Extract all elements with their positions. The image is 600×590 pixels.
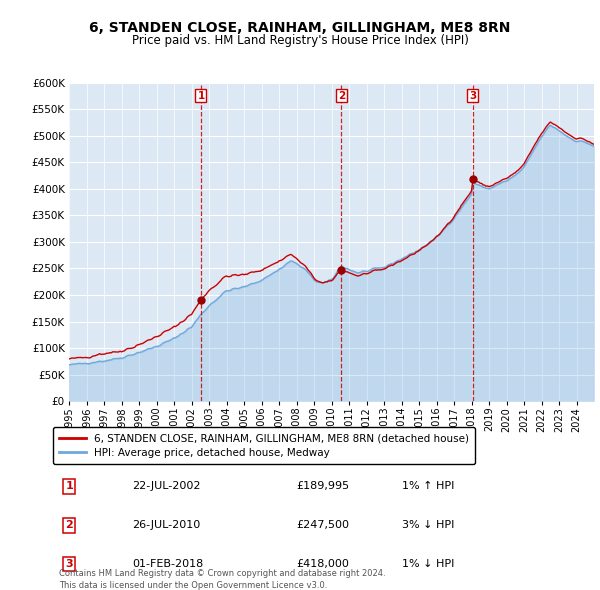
Text: 26-JUL-2010: 26-JUL-2010: [133, 520, 201, 530]
Text: 01-FEB-2018: 01-FEB-2018: [133, 559, 204, 569]
Text: 22-JUL-2002: 22-JUL-2002: [133, 481, 201, 491]
Text: 2: 2: [338, 90, 345, 100]
Text: £418,000: £418,000: [296, 559, 349, 569]
Text: This data is licensed under the Open Government Licence v3.0.: This data is licensed under the Open Gov…: [59, 581, 327, 590]
Text: 3% ↓ HPI: 3% ↓ HPI: [402, 520, 454, 530]
Text: 1: 1: [65, 481, 73, 491]
Text: 6, STANDEN CLOSE, RAINHAM, GILLINGHAM, ME8 8RN: 6, STANDEN CLOSE, RAINHAM, GILLINGHAM, M…: [89, 21, 511, 35]
Text: £247,500: £247,500: [296, 520, 349, 530]
Text: 1: 1: [197, 90, 205, 100]
Legend: 6, STANDEN CLOSE, RAINHAM, GILLINGHAM, ME8 8RN (detached house), HPI: Average pr: 6, STANDEN CLOSE, RAINHAM, GILLINGHAM, M…: [53, 427, 475, 464]
Text: Contains HM Land Registry data © Crown copyright and database right 2024.: Contains HM Land Registry data © Crown c…: [59, 569, 385, 578]
Text: 1% ↓ HPI: 1% ↓ HPI: [402, 559, 454, 569]
Text: £189,995: £189,995: [296, 481, 349, 491]
Text: Price paid vs. HM Land Registry's House Price Index (HPI): Price paid vs. HM Land Registry's House …: [131, 34, 469, 47]
Text: 2: 2: [65, 520, 73, 530]
Text: 3: 3: [469, 90, 476, 100]
Text: 3: 3: [65, 559, 73, 569]
Text: 1% ↑ HPI: 1% ↑ HPI: [402, 481, 454, 491]
